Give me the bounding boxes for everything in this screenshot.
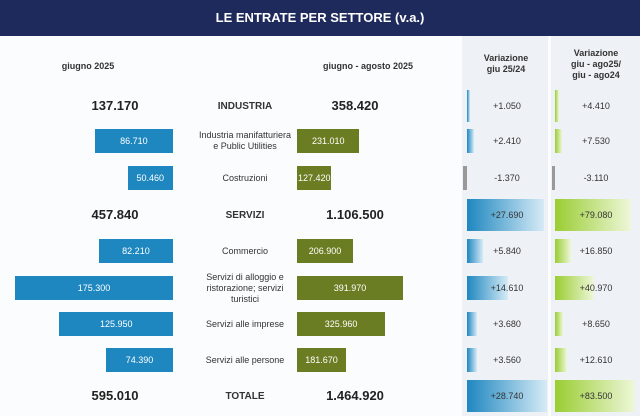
text-line: e Public Utilities <box>213 141 277 151</box>
text-line: giugno 2025 <box>61 60 115 71</box>
bar: 175.300 <box>15 276 173 300</box>
bar: 74.390 <box>105 348 173 372</box>
column-header: giugno - agosto 2025 <box>298 61 438 72</box>
value-label: +12.610 <box>579 355 613 365</box>
row-label: Servizi alle persone <box>180 355 310 366</box>
value-label: +83.500 <box>579 391 613 401</box>
value-label: +2.410 <box>493 136 521 146</box>
text-line: turistici <box>230 293 259 304</box>
value-label: +3.680 <box>493 319 521 329</box>
value: 1.464.920 <box>326 388 384 403</box>
value-label: +79.080 <box>579 210 613 220</box>
column-header: giugno 2025 <box>28 61 148 72</box>
bar: 125.950 <box>59 312 173 336</box>
bar: 50.460 <box>127 166 173 190</box>
text-line: SERVIZI <box>225 209 265 221</box>
bar: 231.010 <box>297 129 360 153</box>
value-label: +40.970 <box>579 283 613 293</box>
text-line: giu - ago25/ <box>570 58 621 69</box>
bar <box>467 276 508 300</box>
bar <box>552 166 555 190</box>
value: 457.840 <box>91 207 139 222</box>
value-label: +7.530 <box>582 136 610 146</box>
bar <box>555 380 635 412</box>
row-label: Industria manifatturiera e Public Utiliti… <box>180 130 310 152</box>
bar <box>555 276 595 300</box>
value-label: +27.690 <box>490 210 524 220</box>
text-line: Variazione <box>573 47 619 58</box>
row-label: Commercio <box>180 246 310 257</box>
value: 595.010 <box>91 388 139 403</box>
bar <box>467 129 474 153</box>
column-header: Variazione giu 25/24 <box>463 53 549 75</box>
text-line: Commercio <box>221 245 268 256</box>
bar <box>555 312 564 336</box>
row-label: Servizi alle imprese <box>180 319 310 330</box>
text-line: giu 25/24 <box>486 64 526 74</box>
text-line: Industria manifatturiera <box>198 130 292 140</box>
bar <box>555 90 560 122</box>
bar: 127.420 <box>297 166 332 190</box>
text-line: Servizi alle persone <box>205 354 285 365</box>
value-label: +1.050 <box>493 101 521 111</box>
title: LE ENTRATE PER SETTORE (v.a.) <box>0 0 640 36</box>
row-label: TOTALE <box>180 391 310 402</box>
bar <box>555 348 568 372</box>
bar: 206.900 <box>297 239 353 263</box>
text-line: Costruzioni <box>222 172 268 183</box>
text-line: giu - ago24 <box>572 69 620 80</box>
bar: 181.670 <box>297 348 347 372</box>
bar <box>555 239 572 263</box>
bar: 325.960 <box>297 312 386 336</box>
bar <box>467 239 484 263</box>
row-label: Servizi di alloggio e ristorazione; servi… <box>180 272 310 305</box>
row-label: INDUSTRIA <box>180 101 310 112</box>
bar <box>467 90 470 122</box>
text-line: INDUSTRIA <box>217 100 273 112</box>
value-label: -1.370 <box>494 173 520 183</box>
value-label: -3.110 <box>583 173 609 183</box>
bar: 82.210 <box>98 239 173 263</box>
text-line: Servizi alle imprese <box>205 318 285 329</box>
row-label: Costruzioni <box>180 173 310 184</box>
value-label: +16.850 <box>579 246 613 256</box>
value-label: +14.610 <box>490 283 524 293</box>
value-label: +28.740 <box>490 391 524 401</box>
text-line: Variazione <box>483 53 529 63</box>
column-header: Variazione giu - ago25/giu - ago24 <box>552 48 640 81</box>
value: 137.170 <box>91 98 139 113</box>
text-line: Servizi di alloggio e <box>206 271 284 282</box>
bar <box>467 312 478 336</box>
value: 358.420 <box>331 98 379 113</box>
row-label: SERVIZI <box>180 210 310 221</box>
bar <box>467 380 547 412</box>
text-line: ristorazione; servizi <box>206 282 284 293</box>
bar <box>467 348 477 372</box>
text-line: giugno - agosto 2025 <box>322 60 413 71</box>
value-label: +8.650 <box>582 319 610 329</box>
value-label: +4.410 <box>582 101 610 111</box>
bar <box>467 199 545 231</box>
value: 1.106.500 <box>326 207 384 222</box>
value-label: +5.840 <box>493 246 521 256</box>
bar <box>555 199 631 231</box>
bar: 86.710 <box>94 129 173 153</box>
bar <box>463 166 467 190</box>
text-line: TOTALE <box>225 390 265 402</box>
bar <box>555 129 563 153</box>
bar: 391.970 <box>297 276 403 300</box>
value-label: +3.560 <box>493 355 521 365</box>
